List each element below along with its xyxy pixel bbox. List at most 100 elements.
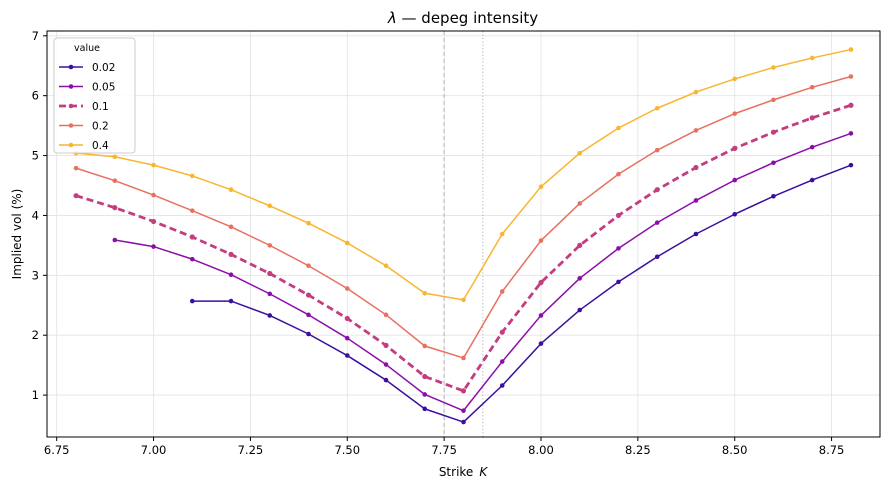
series-line — [114, 132, 852, 412]
legend-marker — [68, 64, 74, 70]
data-point — [499, 383, 505, 388]
title-text: — depeg intensity — [397, 9, 538, 27]
data-point — [422, 290, 428, 296]
legend-marker — [68, 142, 74, 148]
data-point — [228, 251, 234, 257]
y-axis-ticks: 1 2 3 4 5 6 7 — [32, 29, 47, 402]
reference-lines — [443, 31, 484, 437]
data-point — [461, 408, 466, 413]
plot-frame — [46, 30, 881, 438]
data-point — [616, 125, 621, 131]
data-point — [383, 342, 389, 348]
data-point — [848, 47, 854, 52]
data-point — [151, 244, 156, 249]
series-0.4 — [73, 47, 854, 303]
legend-marker — [68, 103, 74, 109]
data-point — [654, 187, 660, 193]
data-point — [422, 392, 428, 397]
x-tick-label: 8.25 — [625, 443, 651, 457]
data-point — [73, 165, 79, 171]
title-symbol: λ — [387, 9, 397, 27]
legend-title: value — [74, 43, 100, 54]
data-point — [267, 270, 273, 277]
x-tick-label: 7.75 — [431, 443, 457, 457]
series-line — [192, 164, 852, 423]
x-axis-label: Strike K — [439, 465, 489, 479]
y-tick-label: 2 — [32, 328, 39, 342]
x-tick-label: 8.50 — [722, 443, 748, 457]
data-point — [267, 313, 273, 318]
data-point — [267, 203, 273, 209]
data-point — [809, 84, 815, 90]
data-point — [189, 298, 195, 304]
data-point — [112, 178, 118, 184]
data-point — [770, 129, 777, 135]
legend-label: 0.02 — [92, 62, 115, 74]
series-0.1 — [73, 102, 854, 394]
data-point — [848, 74, 854, 79]
data-point — [848, 102, 854, 108]
data-point — [577, 276, 583, 281]
data-point — [306, 331, 311, 337]
data-point — [422, 373, 428, 380]
data-point — [73, 193, 79, 199]
data-point — [616, 279, 621, 285]
data-point — [267, 243, 273, 248]
data-point — [732, 177, 738, 183]
data-point — [654, 105, 660, 111]
series-0.05 — [112, 131, 854, 413]
data-point — [383, 263, 389, 269]
data-point — [189, 256, 195, 262]
data-point — [461, 355, 466, 361]
data-point — [306, 263, 311, 269]
y-tick-label: 4 — [32, 208, 39, 222]
x-tick-label: 8.75 — [819, 443, 845, 457]
data-point — [809, 144, 815, 150]
series-line — [75, 103, 852, 393]
data-point — [693, 164, 699, 171]
data-point — [305, 292, 312, 298]
data-point — [538, 184, 544, 189]
series-0.02 — [189, 162, 854, 425]
x-axis-ticks: 6.75 7.00 7.25 7.50 7.75 8.00 8.25 8.50 8.75 — [44, 437, 844, 457]
data-point — [344, 335, 350, 341]
data-point — [383, 312, 389, 318]
data-point — [732, 76, 738, 82]
data-point — [151, 192, 156, 198]
y-tick-label: 6 — [32, 89, 39, 103]
data-point — [577, 307, 583, 313]
legend-label: 0.1 — [92, 101, 109, 113]
data-point — [732, 145, 738, 151]
data-point — [616, 246, 621, 251]
series-group — [73, 47, 854, 425]
x-tick-label: 8.00 — [528, 443, 554, 457]
legend-label: 0.2 — [92, 121, 109, 133]
x-tick-label: 7.00 — [141, 443, 167, 457]
y-axis-label: Implied vol (%) — [10, 189, 24, 280]
legend-marker — [68, 84, 74, 89]
data-point — [151, 162, 156, 168]
data-point — [267, 291, 273, 297]
data-point — [461, 297, 466, 303]
data-point — [112, 237, 118, 243]
data-point — [538, 341, 544, 346]
data-point — [809, 177, 815, 183]
data-point — [189, 208, 195, 213]
data-point — [344, 315, 350, 322]
data-point — [112, 154, 118, 160]
data-point — [189, 234, 195, 240]
data-point — [577, 242, 583, 248]
data-point — [228, 272, 234, 278]
legend-item: 0.2 — [59, 121, 109, 133]
data-point — [499, 231, 505, 237]
legend-marker — [68, 123, 74, 128]
y-tick-label: 5 — [32, 149, 39, 163]
data-point — [150, 218, 157, 225]
data-point — [693, 128, 699, 133]
data-point — [693, 89, 699, 95]
x-axis-label-symbol: K — [479, 465, 488, 479]
data-point — [577, 201, 583, 206]
data-point — [771, 97, 776, 103]
